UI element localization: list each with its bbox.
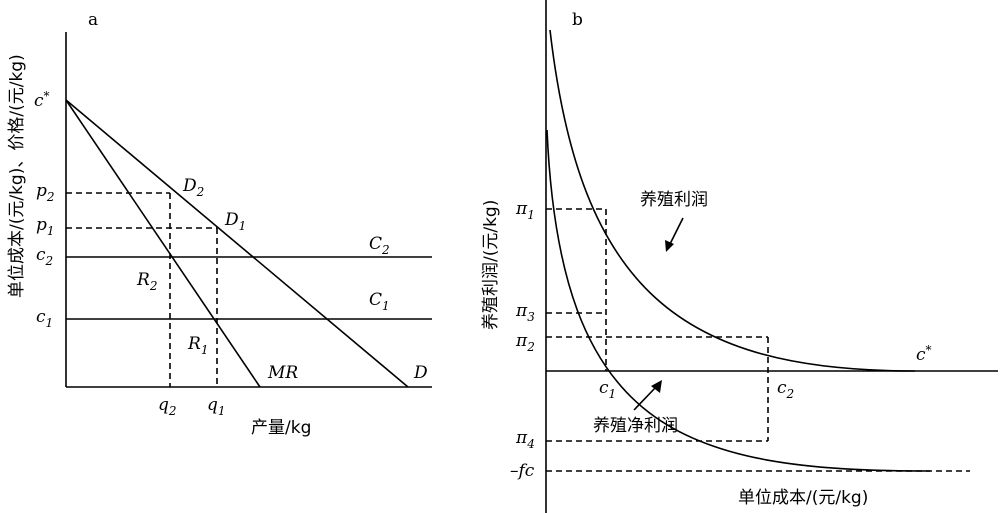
gross-profit-annotation: 养殖利润 (640, 190, 708, 210)
tick-c2: c2 (36, 245, 53, 268)
gross-profit-arrow-head (665, 240, 674, 252)
label-r1: R1 (187, 334, 208, 357)
gross-profit-arrow-shaft (669, 217, 684, 245)
panel-a-label: a (88, 10, 98, 30)
net-profit-curve (546, 129, 931, 472)
net-profit-arrow-shaft (633, 386, 657, 411)
panel-a-y-title: 单位成本/(元/kg)、价格/(元/kg) (7, 54, 27, 298)
label-r2: R2 (136, 270, 157, 293)
tick-b-c1: c1 (599, 378, 616, 401)
tick-p2: p2 (36, 181, 55, 204)
panel-a: a c* p2 p1 c2 c1 q2 q1 D2 D1 C2 C1 R2 R1… (7, 10, 432, 438)
panel-b-y-title: 养殖利润/(元/kg) (481, 200, 501, 330)
label-mr: MR (267, 363, 298, 383)
tick-pi1: π1 (515, 199, 535, 222)
label-c1: C1 (369, 290, 390, 313)
tick-pi4: π4 (515, 428, 535, 451)
gross-profit-curve (549, 29, 916, 372)
panel-b-x-title: 单位成本/(元/kg) (738, 488, 868, 508)
tick-pi3: π3 (515, 301, 535, 324)
net-profit-annotation: 养殖净利润 (593, 416, 678, 436)
tick-b-c-star: c* (916, 343, 932, 365)
tick-minus-fc: –fc (510, 461, 535, 481)
tick-c1: c1 (36, 307, 53, 330)
label-d1: D1 (224, 210, 246, 233)
panel-b: b π1 π3 π2 π4 –fc c1 c2 c* 养殖利润 养殖净利润 (481, 0, 998, 513)
marginal-revenue-line (65, 99, 261, 388)
panel-b-label: b (572, 10, 583, 30)
label-d: D (413, 363, 428, 383)
net-profit-arrow-head (651, 380, 662, 393)
tick-p1: p1 (36, 215, 55, 238)
tick-q2: q2 (158, 395, 177, 418)
demand-line-d (65, 99, 409, 388)
label-c2: C2 (369, 234, 390, 257)
tick-q1: q1 (207, 395, 226, 418)
label-d2: D2 (182, 176, 204, 199)
panel-a-x-title: 产量/kg (251, 418, 311, 438)
tick-c-star: c* (34, 89, 50, 111)
tick-b-c2: c2 (777, 378, 794, 401)
tick-pi2: π2 (515, 331, 535, 354)
